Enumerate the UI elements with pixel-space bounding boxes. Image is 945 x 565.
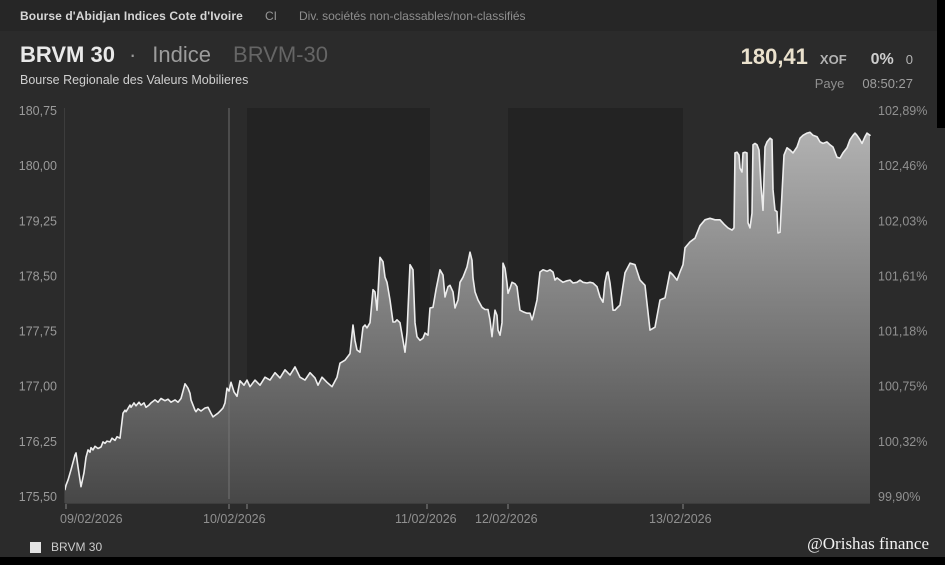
y-axis-label-right-1: 102,46% <box>878 159 927 173</box>
instrument-symbol: BRVM-30 <box>233 42 328 67</box>
breadcrumb-country[interactable]: CI <box>265 9 277 23</box>
price-line-series <box>64 131 871 491</box>
breadcrumb-sector[interactable]: Div. sociétés non-classables/non-classif… <box>299 9 526 23</box>
title-separator-dot: · <box>128 42 137 67</box>
breadcrumb-exchange[interactable]: Bourse d'Abidjan Indices Cote d'Ivoire <box>20 9 243 23</box>
y-axis-label-left-2: 179,25 <box>19 214 57 228</box>
legend-label: BRVM 30 <box>51 540 103 554</box>
quote-status-row: Paye 08:50:27 <box>741 75 913 93</box>
y-axis-label-right-7: 99,90% <box>878 490 920 504</box>
y-axis-label-right-6: 100,32% <box>878 435 927 449</box>
chart-legend-item[interactable]: BRVM 30 <box>30 540 102 554</box>
change-absolute: 0 <box>905 52 913 67</box>
instrument-type: Indice <box>152 42 212 67</box>
quote-timestamp: 08:50:27 <box>862 76 913 91</box>
x-axis-date-label-0: 09/02/2026 <box>60 512 123 526</box>
x-axis-date-label-1: 10/02/2026 <box>203 512 266 526</box>
watermark-brand: @Orishas finance <box>807 534 929 553</box>
y-axis-label-left-6: 176,25 <box>19 435 57 449</box>
y-axis-label-left-0: 180,75 <box>19 104 57 118</box>
x-axis-date-label-4: 13/02/2026 <box>649 512 712 526</box>
y-axis-label-left-7: 175,50 <box>19 490 57 504</box>
instrument-fullname: Bourse Regionale des Valeurs Mobilieres <box>20 73 249 87</box>
y-axis-label-left-3: 178,50 <box>19 269 57 283</box>
screen-artifact-bottom-bar <box>0 557 945 565</box>
y-axis-label-left-1: 180,00 <box>19 159 57 173</box>
y-axis-label-right-2: 102,03% <box>878 214 927 228</box>
y-axis-label-left-5: 177,00 <box>19 380 57 394</box>
screen-artifact-top-right <box>937 0 945 128</box>
instrument-header: BRVM 30 · Indice BRVM-30 <box>20 42 328 68</box>
price-area-fill <box>65 132 870 504</box>
last-price: 180,41 <box>740 44 808 69</box>
currency-code: XOF <box>819 52 847 67</box>
instrument-path-bar: Bourse d'Abidjan Indices Cote d'Ivoire C… <box>0 0 945 31</box>
x-axis-date-label-2: 11/02/2026 <box>395 512 457 526</box>
y-axis-label-right-3: 101,61% <box>878 269 927 283</box>
y-axis-label-right-0: 102,89% <box>878 104 927 118</box>
y-axis-label-right-5: 100,75% <box>878 380 927 394</box>
quote-price-row: 180,41 XOF 0% 0 <box>741 44 913 70</box>
y-axis-label-right-4: 101,18% <box>878 325 927 339</box>
legend-swatch-icon <box>30 541 41 553</box>
x-axis-date-label-3: 12/02/2026 <box>475 512 538 526</box>
y-axis-label-left-4: 177,75 <box>19 325 57 339</box>
market-status-label: Paye <box>814 76 845 91</box>
change-percent: 0% <box>870 51 894 68</box>
quote-panel: 180,41 XOF 0% 0 Paye 08:50:27 <box>741 44 913 93</box>
instrument-name: BRVM 30 <box>20 42 115 67</box>
